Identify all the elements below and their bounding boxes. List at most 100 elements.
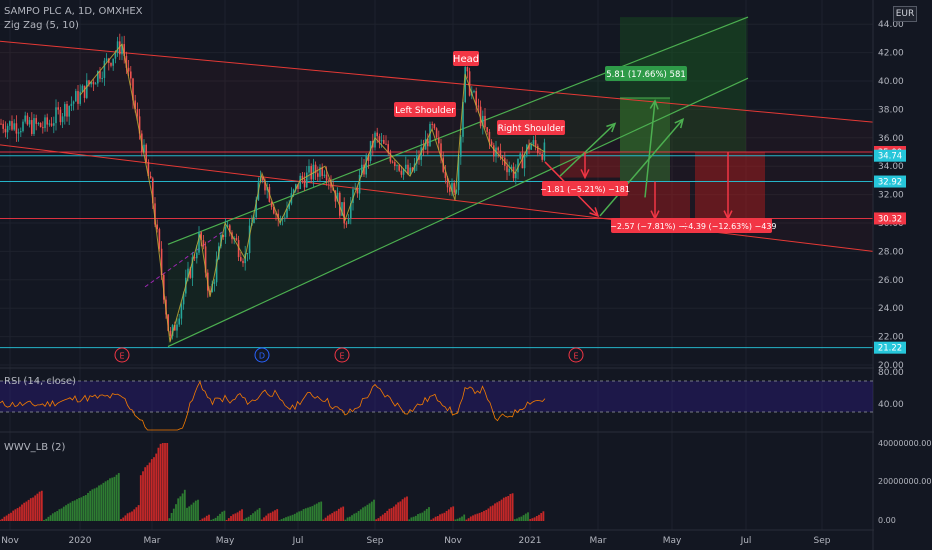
wwv-bar <box>135 507 138 521</box>
wwv-bar <box>439 514 441 521</box>
wwv-bar <box>516 518 518 521</box>
wwv-bar <box>183 489 186 521</box>
wwv-bar <box>155 453 158 521</box>
candle-body <box>517 158 519 173</box>
price-tag-text: 21.22 <box>878 344 902 354</box>
wwv-bar <box>370 501 373 521</box>
candle-body <box>53 123 55 126</box>
event-marker[interactable]: D <box>254 347 270 363</box>
wwv-bar <box>476 513 479 521</box>
wwv-bar <box>331 513 334 521</box>
wwv-bar <box>197 499 199 521</box>
candle-body <box>325 174 328 181</box>
time-tick: May <box>216 536 235 546</box>
left-shoulder-label[interactable]: Left Shoulder <box>394 102 456 117</box>
candle-body <box>411 167 414 172</box>
currency-badge[interactable]: EUR <box>893 6 917 22</box>
candle-body <box>224 226 227 237</box>
wwv-bar <box>175 504 177 521</box>
wwv-bar <box>12 510 15 521</box>
wwv-bar <box>485 509 488 521</box>
candle-body <box>99 71 101 79</box>
wwv-bar <box>324 517 327 521</box>
wwv-bar <box>120 519 122 521</box>
wwv-bar <box>300 510 303 521</box>
candle-body <box>387 144 389 153</box>
wwv-bar <box>307 507 309 521</box>
short-position-label[interactable]: −1.81 (−5.21%) −181 <box>540 181 630 196</box>
candle-body <box>202 240 205 247</box>
candle-body <box>455 190 458 193</box>
candle-body <box>72 101 75 104</box>
wwv-bar <box>0 519 1 521</box>
wwv-bar <box>432 518 435 521</box>
wwv-indicator-label[interactable]: WWV_LB (2) <box>4 442 66 453</box>
wwv-bar <box>32 497 34 521</box>
event-marker-text: E <box>339 352 344 361</box>
wwv-bar <box>513 519 516 521</box>
right-shoulder-label[interactable]: Right Shoulder <box>497 120 565 135</box>
symbol-title[interactable]: SAMPO PLC A, 1D, OMXHEX <box>4 6 143 17</box>
labels[interactable]: Head Left Shoulder Right Shoulder 5.81 (17.… <box>114 51 777 363</box>
candle-body <box>339 192 341 216</box>
short-zone <box>560 152 620 178</box>
candle-body <box>407 164 409 174</box>
wwv-bar <box>38 491 41 521</box>
wwv-bar <box>210 519 213 521</box>
wwv-bar <box>87 492 89 521</box>
wwv-bar <box>40 490 43 521</box>
event-marker[interactable]: E <box>568 347 584 363</box>
candle-body <box>46 117 48 125</box>
wwv-bar <box>494 503 496 521</box>
wwv-bar <box>27 499 30 521</box>
candle-body <box>196 252 198 259</box>
wwv-bar <box>463 514 466 521</box>
candle-body <box>528 144 530 150</box>
event-marker-circle <box>114 347 130 363</box>
wwv-bar <box>309 506 312 521</box>
wwv-bar <box>181 493 184 521</box>
long-position-label-bg <box>605 66 687 81</box>
wwv-bar <box>542 511 545 521</box>
candle-body <box>539 153 541 155</box>
rsi-pane[interactable] <box>0 380 873 431</box>
wwv-bar <box>238 510 241 521</box>
event-marker[interactable]: E <box>334 347 350 363</box>
short-position-label[interactable]: −2.57 (−7.81%) −2 <box>610 218 690 233</box>
wwv-bar <box>214 517 217 521</box>
rsi-band <box>0 381 873 412</box>
candle-body <box>473 91 475 93</box>
wwv-bar <box>71 501 74 521</box>
head-label[interactable]: Head <box>453 51 479 66</box>
wwv-bar <box>291 514 294 521</box>
candle-body <box>350 202 352 219</box>
candle-body <box>182 293 185 305</box>
wwv-bar <box>271 511 274 521</box>
short-position-label[interactable]: −4.39 (−12.63%) −439 <box>681 218 777 233</box>
rsi-indicator-label[interactable]: RSI (14, close) <box>4 376 77 387</box>
candle-body <box>354 188 356 190</box>
wwv-bar <box>47 516 50 521</box>
wwv-pane[interactable] <box>0 443 545 521</box>
event-marker[interactable]: E <box>114 347 130 363</box>
candle-body <box>431 123 433 125</box>
wwv-bar <box>421 512 424 521</box>
price-tick: 32.00 <box>878 191 904 201</box>
zigzag-indicator-label[interactable]: Zig Zag (5, 10) <box>4 20 79 31</box>
wwv-bar <box>469 516 472 521</box>
candle-body <box>152 178 154 204</box>
candle-body <box>394 162 396 167</box>
wwv-bar <box>95 487 98 521</box>
wwv-bar <box>287 516 290 521</box>
wwv-bar <box>342 506 345 521</box>
wwv-bar <box>472 515 474 521</box>
long-position-label[interactable]: 5.81 (17.66%) 581 <box>605 66 687 81</box>
wwv-bar <box>461 516 463 521</box>
candle-body <box>488 131 491 142</box>
wwv-bar <box>348 516 351 521</box>
candle-body <box>130 71 132 79</box>
candle-body <box>237 240 240 258</box>
wwv-bar <box>315 503 318 521</box>
